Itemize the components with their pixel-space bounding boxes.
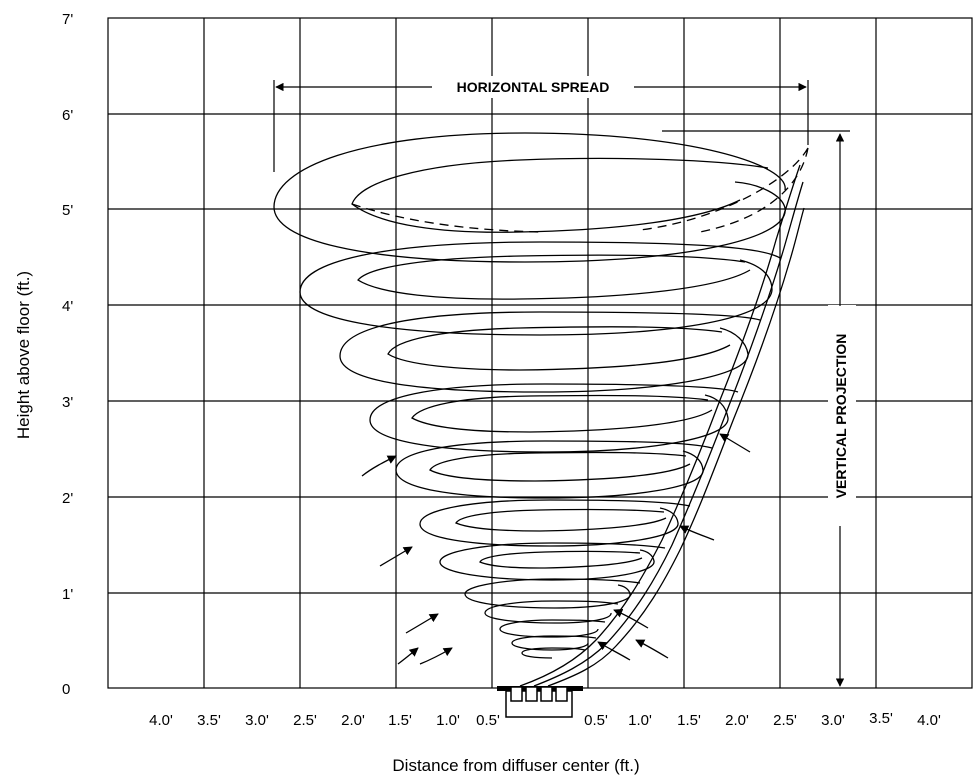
vertical-projection-dimension: VERTICAL PROJECTION <box>662 130 850 687</box>
vertical-gridlines <box>203 18 877 688</box>
arrow-icon <box>719 433 751 453</box>
spiral-loop-2-inner <box>429 451 691 482</box>
arrow-icon <box>405 613 439 634</box>
x-axis-label: Distance from diffuser center (ft.) <box>392 756 639 775</box>
spiral-loop-5-inner <box>357 254 751 300</box>
spiral-back-dashed <box>351 147 809 233</box>
spiral-loop-1 <box>419 499 691 547</box>
x-tick-label: 3.5' <box>869 710 893 727</box>
y-tick-label: 3' <box>62 394 73 411</box>
air-spiral <box>273 132 809 687</box>
horizontal-spread-label: HORIZONTAL SPREAD <box>457 79 610 95</box>
y-tick-label: 4' <box>62 298 73 315</box>
spiral-loop-1-inner <box>455 508 667 532</box>
y-axis-label: Height above floor (ft.) <box>14 271 33 439</box>
arrow-icon <box>613 608 649 629</box>
y-tick-label: 6' <box>62 107 73 124</box>
arrow-icon <box>419 647 453 665</box>
x-tick-label: 2.0' <box>725 712 749 729</box>
x-tick-label: 3.0' <box>821 712 845 729</box>
x-tick-label: 1.0' <box>436 712 460 729</box>
spiral-loop-3-inner <box>411 394 713 433</box>
x-tick-label: 4.0' <box>917 712 941 729</box>
spiral-loop-top-inner <box>351 157 769 233</box>
arrow-icon <box>361 455 397 477</box>
induction-arrows <box>361 433 751 665</box>
spiral-loop-0b-inner <box>479 550 643 569</box>
spiral-loop-0a <box>464 578 641 609</box>
x-tick-label: 4.0' <box>149 712 173 729</box>
grid <box>107 17 973 689</box>
diffuser <box>497 686 583 718</box>
vertical-projection-label: VERTICAL PROJECTION <box>833 334 849 499</box>
x-tick-label: 2.5' <box>293 712 317 729</box>
rising-stream-a <box>519 164 801 687</box>
y-tick-label: 1' <box>62 586 73 603</box>
x-tick-label: 1.5' <box>388 712 412 729</box>
rising-stream-b <box>533 181 804 687</box>
x-tick-label: 3.0' <box>245 712 269 729</box>
arrow-icon <box>635 639 669 659</box>
horizontal-spread-dimension: HORIZONTAL SPREAD <box>273 79 809 172</box>
spiral-loop-5 <box>299 241 781 336</box>
spiral-loop-top-outer <box>273 132 786 263</box>
arrow-icon <box>397 647 419 665</box>
spiral-loop-0b <box>439 542 666 581</box>
x-axis: 4.0' 3.5' 3.0' 2.5' 2.0' 1.5' 1.0' 0.5' … <box>149 710 941 775</box>
y-axis: 7' 6' 5' 4' 3' 2' 1' 0 Height above floo… <box>14 11 73 698</box>
spiral-loop-3 <box>369 383 739 453</box>
y-tick-label: 7' <box>62 11 73 28</box>
spiral-loop-0000 <box>511 635 597 651</box>
x-tick-label: 2.0' <box>341 712 365 729</box>
arrow-icon <box>597 641 631 661</box>
y-tick-label: 2' <box>62 490 73 507</box>
x-tick-label: 1.5' <box>677 712 701 729</box>
spiral-loop-4-inner <box>387 326 731 371</box>
x-tick-label: 0.5' <box>476 712 500 729</box>
x-tick-label: 0.5' <box>584 712 608 729</box>
x-tick-label: 3.5' <box>197 712 221 729</box>
spiral-loop-00 <box>484 600 619 624</box>
arrow-icon <box>379 546 413 567</box>
y-tick-label: 5' <box>62 202 73 219</box>
spiral-loop-base <box>521 647 586 659</box>
spiral-loop-4 <box>339 311 761 393</box>
x-tick-label: 2.5' <box>773 712 797 729</box>
arrow-icon <box>679 525 715 541</box>
rising-stream-c <box>547 207 805 687</box>
spiral-loop-2 <box>395 440 713 499</box>
y-tick-label: 0 <box>62 681 70 698</box>
x-tick-label: 1.0' <box>628 712 652 729</box>
